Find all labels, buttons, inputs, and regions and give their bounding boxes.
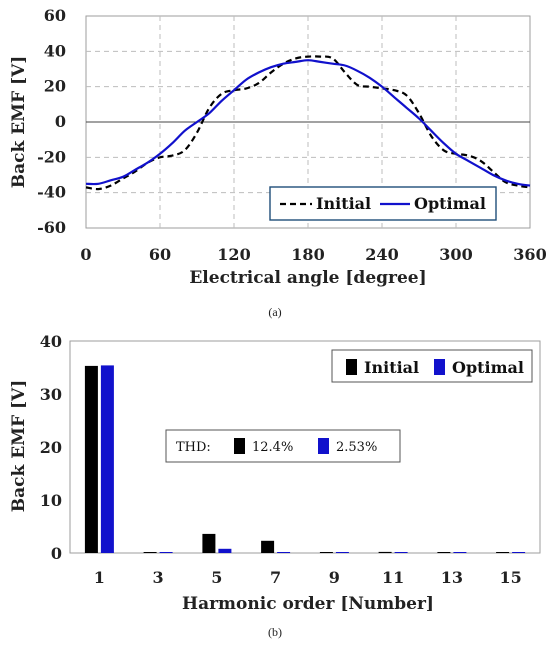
chart-b-thd-box [165,429,401,463]
chart-b-legend-optimal-label: Optimal [452,358,524,377]
chart-a-legend-initial-label: Initial [316,194,371,213]
chart-a-x-axis-label: Electrical angle [degree] [189,268,426,288]
chart-b-bar-initial-9 [319,552,333,553]
chart-b-x-tick-label: 15 [499,568,521,587]
chart-b-y-tick-label: 20 [40,438,62,457]
chart-b-y-tick-label: 0 [51,544,62,563]
chart-b-y-tick-label: 40 [40,332,62,351]
chart-b-x-tick-label: 1 [94,568,105,587]
chart-b-y-axis-label: Back EMF [V] [9,380,29,512]
chart-a-y-tick-label: 20 [44,77,66,96]
chart-a-y-tick-label: -40 [37,183,66,202]
chart-a-y-tick-label: 40 [44,41,66,60]
chart-b-bar-initial-5 [202,533,216,553]
chart-b-plot-frame [69,340,541,554]
chart-a-y-ticks: -60 -40 -20 0 20 40 60 [37,6,66,237]
chart-b-bar-initial-15 [496,552,510,553]
chart-b-x-tick-label: 7 [270,568,281,587]
chart-b-bar-initial-1 [84,365,98,553]
chart-a-x-tick-label: 0 [80,245,91,264]
chart-b-x-tick-label: 3 [153,568,164,587]
chart-b-bar-initial-7 [261,540,275,553]
chart-b-thd-label: THD: [176,440,211,455]
chart-b-legend-box [331,349,533,383]
chart-b-bar-optimal-1 [100,365,114,553]
chart-a-x-tick-label: 360 [513,245,546,264]
chart-b-bar-optimal-3 [159,552,173,553]
chart-a-series-optimal-line [85,59,531,187]
chart-b-thd-initial-swatch [234,438,245,454]
chart-b-thd-optimal-swatch [318,438,329,454]
chart-b-x-tick-label: 5 [211,568,222,587]
chart-a-x-ticks: 0 60 120 180 240 300 360 [80,245,546,264]
chart-a-y-tick-label: -60 [37,218,66,237]
chart-b-y-tick-label: 30 [40,385,62,404]
chart-b-bar-optimal-15 [512,552,526,553]
chart-b-legend-optimal-swatch [434,359,445,375]
chart-a-legend-optimal-label: Optimal [414,194,486,213]
chart-b-bars [84,365,526,553]
chart-b-bar-initial-3 [143,552,157,553]
chart-a: -60 -40 -20 0 20 40 60 0 60 120 180 240 300 360 Back… [9,6,547,319]
chart-a-y-tick-label: 0 [55,112,66,131]
chart-b-thd-annotation: THD: 12.4% 2.53% [165,429,401,463]
chart-b-y-ticks: 0 10 20 30 40 [40,332,62,563]
chart-b-y-tick-label: 10 [40,491,62,510]
chart-a-y-tick-label: 60 [44,6,66,25]
chart-a-y-axis-label: Back EMF [V] [9,56,29,188]
chart-a-x-tick-label: 120 [217,245,250,264]
chart-b-caption: (b) [268,625,282,639]
chart-a-y-tick-label: -20 [37,147,66,166]
chart-a-caption: (a) [268,305,281,319]
chart-a-x-tick-label: 300 [439,245,472,264]
chart-b-bar-optimal-9 [335,552,349,553]
chart-b-x-tick-label: 11 [382,568,404,587]
chart-b-x-axis-label: Harmonic order [Number] [182,594,434,614]
chart-b-bar-initial-11 [378,551,392,553]
chart-b-bar-optimal-7 [277,552,291,553]
chart-b-legend-initial-label: Initial [364,358,419,377]
chart-a-x-tick-label: 180 [291,245,324,264]
chart-b-bar-optimal-11 [394,552,408,553]
chart-b-legend: Initial Optimal [331,349,533,383]
chart-b-thd-initial-value: 12.4% [252,440,293,455]
chart-b-x-ticks: 1 3 5 7 9 11 13 15 [94,568,522,587]
chart-b-x-tick-label: 13 [441,568,463,587]
chart-a-legend: Initial Optimal [269,186,497,221]
chart-b-thd-optimal-value: 2.53% [336,440,377,455]
chart-b-bar-optimal-5 [218,548,232,553]
chart-a-x-tick-label: 60 [149,245,171,264]
chart-b-x-tick-label: 9 [329,568,340,587]
chart-b-legend-initial-swatch [346,359,357,375]
chart-b-bar-optimal-13 [453,552,467,553]
chart-b-bar-initial-13 [437,552,451,553]
chart-a-x-tick-label: 240 [365,245,398,264]
